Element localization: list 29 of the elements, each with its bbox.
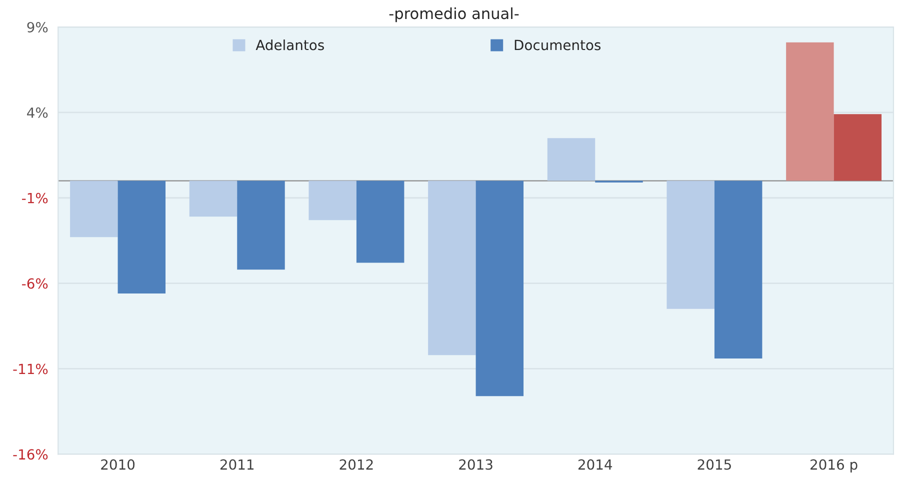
bar xyxy=(786,42,834,181)
bar xyxy=(547,138,596,181)
bar xyxy=(356,180,404,263)
x-tick-label: 2013 xyxy=(459,459,492,470)
y-tick-label: -1% xyxy=(22,192,48,204)
bar xyxy=(118,180,166,294)
y-tick-label: -6% xyxy=(22,278,48,289)
legend-label: Documentos xyxy=(514,40,601,50)
x-tick-label: 2015 xyxy=(698,459,731,470)
bar xyxy=(834,114,882,181)
y-tick-label: -11% xyxy=(13,364,48,374)
bar xyxy=(189,180,238,217)
bar xyxy=(237,180,285,270)
y-tick-label: 9% xyxy=(27,22,48,32)
x-tick-label: 2010 xyxy=(101,459,135,470)
bar xyxy=(428,180,476,356)
x-tick-label: 2016 p xyxy=(810,459,858,472)
y-tick-label: -16% xyxy=(13,449,48,460)
y-tick-label: 4% xyxy=(27,107,48,118)
x-tick-label: 2011 xyxy=(220,459,254,470)
bar xyxy=(714,180,762,358)
legend-label: Adelantos xyxy=(256,40,324,50)
chart-title: -promedio anual- xyxy=(389,7,519,22)
bar xyxy=(308,180,356,220)
bar xyxy=(70,180,118,238)
x-tick-label: 2012 xyxy=(340,459,373,470)
bar xyxy=(476,180,524,396)
bar xyxy=(666,180,714,309)
x-tick-label: 2014 xyxy=(578,459,612,470)
